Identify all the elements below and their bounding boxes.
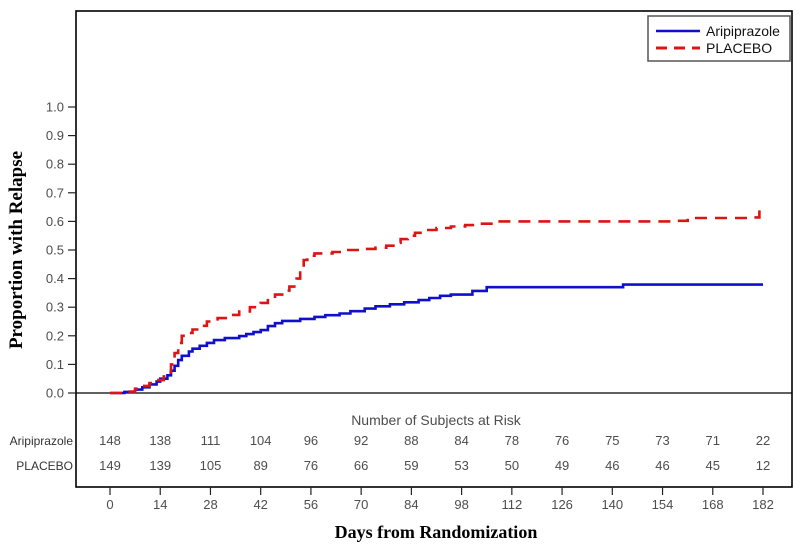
x-tick-label: 112: [501, 497, 522, 512]
y-tick-label: 0.0: [46, 386, 64, 401]
at-risk-value: 84: [454, 433, 468, 448]
at-risk-value: 53: [454, 458, 468, 473]
x-tick-label: 168: [702, 497, 724, 512]
y-tick-label: 0.8: [46, 157, 64, 172]
curve-placebo: [110, 207, 765, 395]
y-tick-label: 0.5: [46, 243, 64, 258]
y-tick-label: 1.0: [46, 100, 64, 115]
y-axis-title: Proportion with Relapse: [6, 151, 27, 349]
x-tick-label: 14: [153, 497, 167, 512]
legend: Aripiprazole PLACEBO: [647, 15, 791, 62]
y-tick-label: 0.1: [46, 357, 64, 372]
x-axis-ticks: 0 14 28 42 56 70 84 98 112 126 140 154 168 182: [106, 487, 774, 512]
at-risk-value: 46: [655, 458, 669, 473]
at-risk-row-label-aripiprazole: Aripiprazole: [10, 434, 74, 448]
at-risk-value: 12: [756, 458, 770, 473]
at-risk-value: 78: [505, 433, 519, 448]
at-risk-value: 89: [253, 458, 267, 473]
x-tick-label: 0: [106, 497, 113, 512]
at-risk-row-label-placebo: PLACEBO: [16, 459, 73, 473]
x-tick-label: 182: [752, 497, 774, 512]
y-tick-label: 0.3: [46, 300, 64, 315]
y-tick-label: 0.9: [46, 128, 64, 143]
survival-curves: [110, 207, 765, 395]
y-tick-label: 0.7: [46, 185, 64, 200]
at-risk-value: 46: [605, 458, 619, 473]
x-tick-label: 84: [404, 497, 418, 512]
x-tick-label: 42: [253, 497, 267, 512]
at-risk-value: 105: [200, 458, 222, 473]
at-risk-title: Number of Subjects at Risk: [351, 412, 522, 428]
legend-border: [647, 15, 791, 62]
x-tick-label: 56: [304, 497, 318, 512]
at-risk-value: 76: [304, 458, 318, 473]
at-risk-value: 104: [250, 433, 272, 448]
x-tick-label: 126: [551, 497, 573, 512]
x-axis-title: Days from Randomization: [335, 522, 538, 542]
at-risk-value: 49: [555, 458, 569, 473]
at-risk-values: 148 138 111 104 96 92 88 84 78 76 75 73 71 22 149 139 10…: [99, 433, 770, 473]
at-risk-value: 92: [354, 433, 368, 448]
at-risk-value: 148: [99, 433, 121, 448]
y-tick-label: 0.6: [46, 214, 64, 229]
plot-border: [75, 10, 793, 488]
at-risk-value: 96: [304, 433, 318, 448]
at-risk-value: 75: [605, 433, 619, 448]
x-tick-label: 140: [601, 497, 623, 512]
x-tick-label: 98: [454, 497, 468, 512]
legend-label-placebo: PLACEBO: [706, 40, 772, 56]
x-tick-label: 70: [354, 497, 368, 512]
y-tick-label: 0.2: [46, 328, 64, 343]
at-risk-value: 22: [756, 433, 770, 448]
at-risk-value: 139: [149, 458, 171, 473]
at-risk-value: 149: [99, 458, 121, 473]
y-tick-label: 0.4: [46, 271, 64, 286]
curve-aripiprazole: [110, 283, 763, 395]
at-risk-value: 138: [149, 433, 171, 448]
at-risk-value: 66: [354, 458, 368, 473]
at-risk-value: 88: [404, 433, 418, 448]
x-tick-label: 28: [203, 497, 217, 512]
at-risk-value: 71: [706, 433, 720, 448]
at-risk-value: 73: [655, 433, 669, 448]
x-tick-label: 154: [652, 497, 674, 512]
at-risk-value: 111: [201, 433, 221, 448]
at-risk-value: 50: [505, 458, 519, 473]
legend-label-aripiprazole: Aripiprazole: [706, 23, 780, 39]
at-risk-value: 76: [555, 433, 569, 448]
at-risk-value: 45: [706, 458, 720, 473]
y-axis-ticks: 0.0 0.1 0.2 0.3 0.4 0.5 0.6 0.7 0.8 0.9 1.0: [46, 100, 76, 401]
at-risk-value: 59: [404, 458, 418, 473]
